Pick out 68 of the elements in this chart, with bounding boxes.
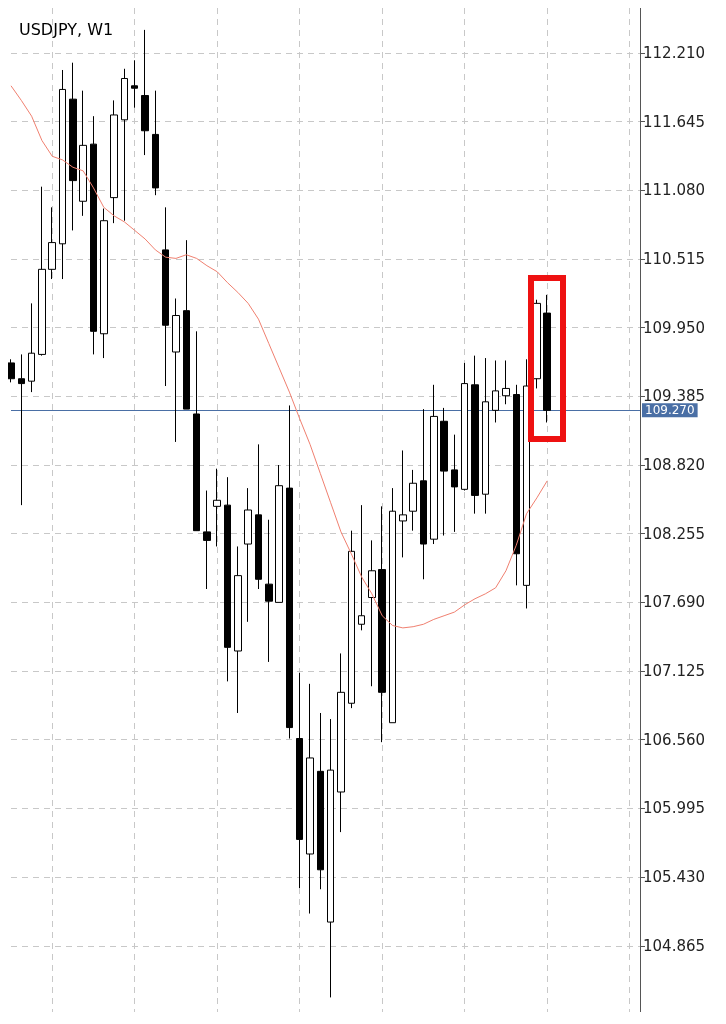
y-tick-label: 108.820 bbox=[643, 456, 706, 475]
candlestick bbox=[172, 298, 180, 443]
candlestick bbox=[399, 449, 407, 558]
candlestick bbox=[317, 712, 324, 890]
candlestick bbox=[296, 672, 303, 889]
candlestick bbox=[420, 408, 427, 580]
candlestick bbox=[409, 469, 417, 532]
candlestick bbox=[255, 443, 262, 590]
candlestick bbox=[59, 69, 66, 280]
candlestick bbox=[451, 434, 458, 533]
candlestick bbox=[389, 487, 396, 724]
candlestick bbox=[234, 545, 242, 714]
candlestick bbox=[162, 206, 169, 387]
y-tick-label: 110.515 bbox=[643, 250, 706, 268]
candlestick bbox=[79, 90, 87, 217]
candlestick bbox=[327, 718, 334, 998]
candlestick bbox=[213, 468, 221, 547]
candlestick bbox=[492, 359, 499, 423]
candlestick bbox=[513, 384, 520, 586]
text: USDJPY, W1 bbox=[19, 19, 114, 39]
y-tick-label: 111.080 bbox=[643, 181, 706, 200]
candlestick bbox=[121, 68, 128, 222]
candlestick bbox=[461, 362, 468, 492]
candlestick bbox=[224, 476, 231, 682]
candlestick bbox=[265, 519, 273, 663]
candlestick bbox=[48, 206, 56, 280]
candlestick bbox=[368, 539, 376, 687]
candlestick bbox=[348, 530, 355, 709]
candlestick bbox=[152, 90, 159, 196]
candlestick bbox=[430, 384, 438, 545]
candlestick bbox=[131, 59, 138, 109]
candlestick bbox=[306, 683, 314, 915]
candlestick bbox=[90, 115, 97, 355]
candlestick bbox=[183, 239, 190, 410]
candlestick bbox=[28, 302, 35, 393]
candlestick bbox=[100, 208, 108, 359]
candlestick bbox=[471, 355, 479, 515]
candlestick bbox=[110, 99, 118, 224]
candlestick bbox=[244, 487, 252, 623]
y-tick-label: 107.690 bbox=[643, 593, 706, 612]
candlestick bbox=[18, 353, 25, 506]
candlestick bbox=[141, 29, 149, 156]
candlestick bbox=[193, 330, 200, 532]
line-series bbox=[10, 85, 548, 629]
y-tick-label: 109.385 bbox=[643, 387, 706, 406]
candlestick bbox=[378, 505, 386, 743]
candlestick bbox=[482, 357, 489, 515]
y-tick-label: 106.560 bbox=[643, 730, 706, 749]
candlestick bbox=[502, 359, 510, 405]
candlestick bbox=[203, 490, 211, 590]
ref-line-label: 109.270 bbox=[645, 403, 695, 418]
candlestick bbox=[69, 62, 77, 231]
y-tick-label: 105.430 bbox=[643, 868, 706, 887]
candlestick bbox=[8, 358, 15, 383]
y-tick-label: 105.995 bbox=[643, 799, 706, 818]
y-tick-label: 108.255 bbox=[643, 524, 706, 543]
candlestick bbox=[38, 186, 46, 357]
y-tick-label: 104.865 bbox=[643, 936, 706, 955]
candlestick bbox=[543, 294, 551, 423]
candlestick bbox=[275, 464, 283, 603]
candlestick bbox=[358, 504, 365, 631]
y-tick-label: 111.645 bbox=[643, 112, 706, 131]
candlestick bbox=[337, 652, 345, 833]
y-tick-label: 109.950 bbox=[643, 318, 706, 337]
candlestick bbox=[440, 407, 448, 537]
candlestick bbox=[286, 404, 293, 740]
y-tick-label: 107.125 bbox=[643, 662, 706, 681]
y-tick-label: 112.210 bbox=[643, 43, 706, 62]
